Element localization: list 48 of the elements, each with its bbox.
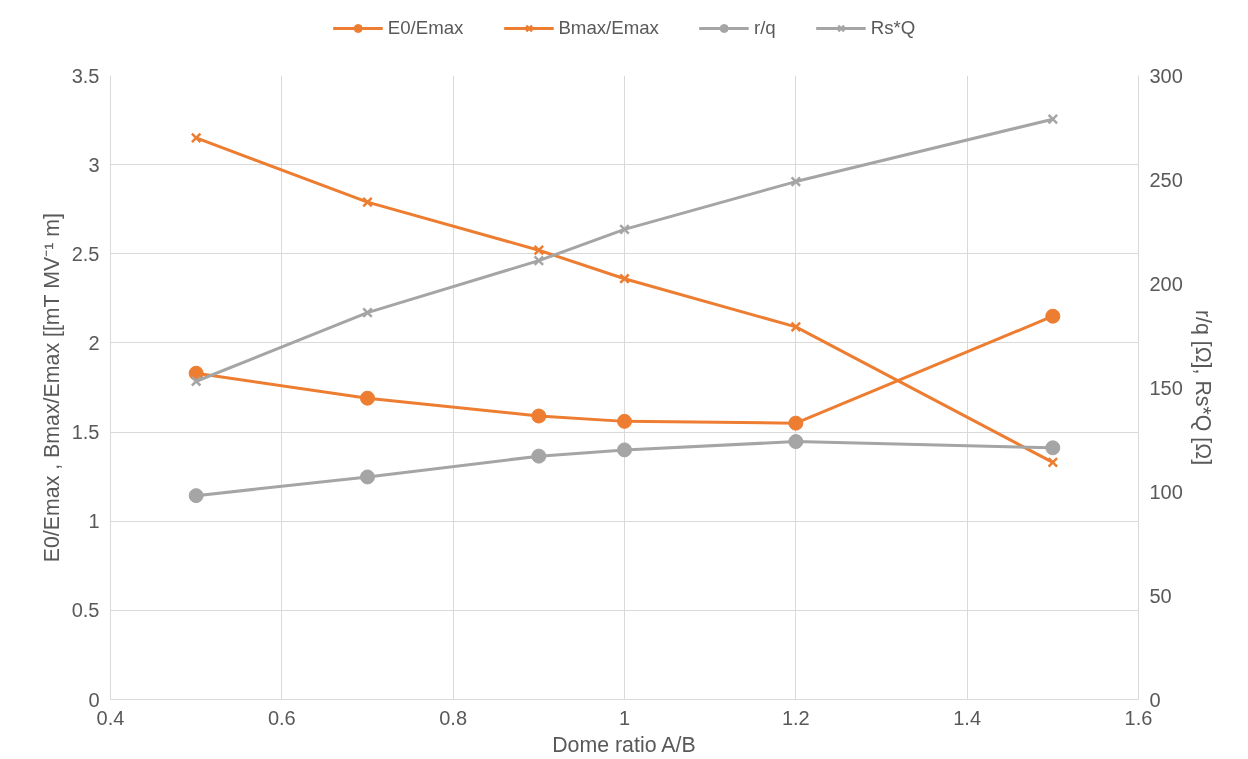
point <box>619 273 630 285</box>
point <box>190 375 202 387</box>
x-axis-title: Dome ratio A/B <box>552 732 696 757</box>
point <box>788 434 804 450</box>
point <box>619 223 630 235</box>
point <box>188 488 204 504</box>
y2-tick-label: 50 <box>1149 584 1172 607</box>
point <box>790 321 802 333</box>
x-tick-label: 1 <box>618 706 631 729</box>
point <box>533 244 545 256</box>
y2-tick-label: 300 <box>1149 64 1183 87</box>
point <box>790 176 802 188</box>
y2-axis-title: r/q [Ω], Rs*Q [Ω] <box>1190 309 1215 466</box>
y2-tick-label: 100 <box>1149 480 1183 503</box>
y-tick-label: 3.5 <box>71 64 100 87</box>
legend-label: E0/Emax <box>387 16 464 39</box>
point <box>360 469 375 485</box>
legend-label: Bmax/Emax <box>558 16 659 39</box>
point <box>1045 440 1061 456</box>
x-tick-label: 1.4 <box>953 706 982 729</box>
y-tick-label: 3 <box>88 153 100 176</box>
y2-tick-label: 250 <box>1149 168 1183 191</box>
point <box>362 196 373 208</box>
point <box>1047 456 1059 468</box>
x-tick-label: 0.6 <box>267 706 296 729</box>
y-tick-label: 2 <box>88 331 100 354</box>
point <box>531 408 547 424</box>
point <box>617 413 632 429</box>
point <box>360 390 375 406</box>
y-tick-label: 1 <box>88 510 100 533</box>
x-tick-label: 1.2 <box>781 706 810 729</box>
y-tick-label: 2.5 <box>71 242 100 265</box>
point <box>190 132 202 144</box>
x-tick-label: 0.8 <box>439 706 468 729</box>
legend-label: r/q <box>753 16 776 39</box>
y-axis-title: E0/Emax , Bmax/Emax [[mT MV⁻¹ m] <box>39 213 64 563</box>
point <box>362 307 373 319</box>
point <box>1045 308 1061 324</box>
legend-label: Rs*Q <box>870 16 916 39</box>
y-tick-label: 0.5 <box>71 599 100 622</box>
point <box>533 255 545 267</box>
point <box>1047 113 1059 125</box>
y2-tick-label: 200 <box>1149 272 1183 295</box>
y-tick-label: 1.5 <box>71 421 100 444</box>
point <box>788 415 804 431</box>
y2-tick-label: 150 <box>1149 376 1183 399</box>
point <box>617 442 632 458</box>
point <box>531 448 547 464</box>
